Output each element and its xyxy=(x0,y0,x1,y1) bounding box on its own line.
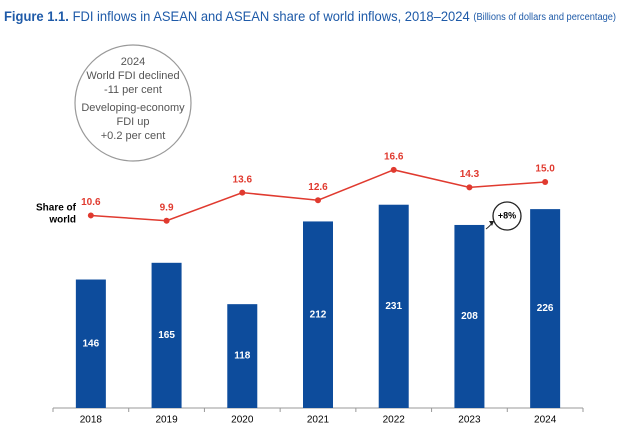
x-tick-label: 2020 xyxy=(231,415,254,426)
share-value-label: 16.6 xyxy=(384,151,404,162)
annotation-line: 2024 xyxy=(121,56,145,68)
bar-value-label: 212 xyxy=(310,309,327,320)
annotation-line: +0.2 per cent xyxy=(101,130,166,142)
bar-value-label: 165 xyxy=(158,330,175,341)
share-label: Share of xyxy=(36,203,77,214)
x-tick-label: 2019 xyxy=(155,415,178,426)
share-value-label: 10.6 xyxy=(81,197,101,208)
share-point xyxy=(239,189,246,196)
x-tick-label: 2022 xyxy=(383,415,406,426)
share-value-label: 14.3 xyxy=(460,169,480,180)
bar-value-label: 118 xyxy=(234,351,251,362)
bar xyxy=(151,262,182,408)
annotation-line: Developing-economy xyxy=(81,102,185,114)
bar xyxy=(378,204,409,408)
bar-value-label: 146 xyxy=(83,338,100,349)
share-point xyxy=(466,184,473,191)
chart-subtitle: FDI inflows in ASEAN and ASEAN share of … xyxy=(73,8,470,24)
bar xyxy=(303,221,333,408)
annotation-line: -11 per cent xyxy=(104,84,162,96)
share-point xyxy=(87,212,94,219)
annotation-line: FDI up xyxy=(116,116,149,128)
chart-title: Figure 1.1. xyxy=(4,8,69,24)
bar-value-label: 226 xyxy=(537,303,554,314)
bar xyxy=(75,279,106,408)
share-value-label: 13.6 xyxy=(233,174,253,185)
share-value-label: 9.9 xyxy=(160,202,174,213)
share-point xyxy=(315,197,321,204)
bar-value-label: 208 xyxy=(461,311,478,322)
share-value-label: 15.0 xyxy=(535,164,555,175)
annotation-text: 2024 World FDI declined -11 per cent Dev… xyxy=(81,56,185,142)
units-note: (Billions of dollars and percentage) xyxy=(473,12,616,23)
x-tick-label: 2023 xyxy=(458,415,481,426)
growth-circle xyxy=(492,201,522,231)
x-tick-label: 2024 xyxy=(534,415,557,426)
share-value-label: 12.6 xyxy=(308,182,328,193)
bar-value-label: 231 xyxy=(385,301,402,312)
x-tick-label: 2021 xyxy=(307,415,330,426)
share-point xyxy=(390,166,397,173)
x-tick-label: 2018 xyxy=(80,415,103,426)
growth-label: +8% xyxy=(498,210,516,220)
bar xyxy=(227,304,258,408)
share-label: world xyxy=(48,215,76,226)
share-point xyxy=(542,179,549,185)
annotation-circle xyxy=(74,44,192,162)
growth-arrowhead xyxy=(489,221,494,226)
chart-title-line: Figure 1.1.FDI inflows in ASEAN and ASEA… xyxy=(4,8,616,24)
bar xyxy=(530,209,561,408)
annotation-line: World FDI declined xyxy=(86,70,179,82)
bar xyxy=(454,224,485,408)
share-point xyxy=(163,217,170,224)
